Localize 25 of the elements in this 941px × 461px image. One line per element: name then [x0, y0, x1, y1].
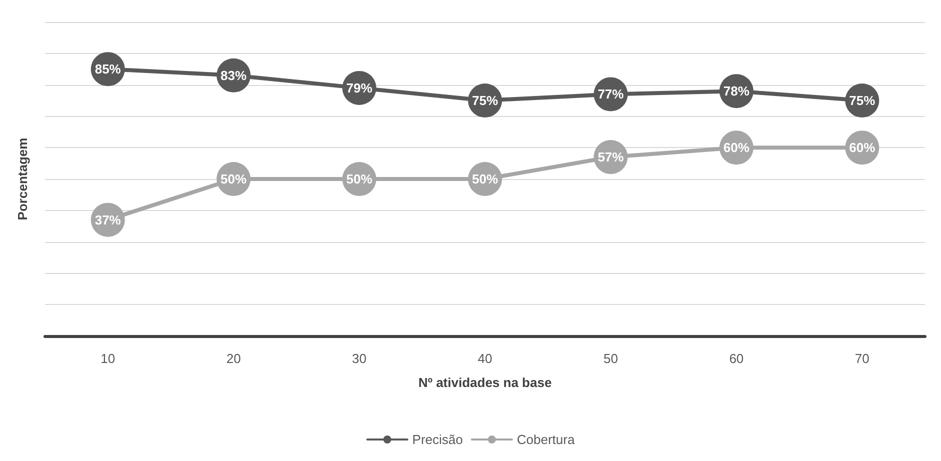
data-label: 57%: [598, 150, 624, 165]
x-tick-label: 70: [854, 351, 870, 366]
data-label: 83%: [220, 68, 248, 83]
data-label: 75%: [849, 93, 876, 108]
data-label: 85%: [94, 62, 122, 77]
x-tick-label: 30: [352, 351, 367, 366]
x-tick-label: 40: [478, 351, 492, 366]
data-label: 50%: [346, 172, 373, 186]
data-label: 75%: [472, 93, 498, 108]
data-label: 50%: [220, 172, 248, 186]
y-axis-title: Porcentagem: [15, 138, 30, 220]
x-tick-label: 60: [729, 351, 744, 366]
x-tick-label: 10: [100, 351, 116, 366]
x-tick-label: 20: [226, 351, 241, 366]
data-label: 50%: [472, 172, 498, 186]
data-label: 60%: [849, 140, 876, 156]
data-label: 37%: [94, 212, 122, 228]
data-label: 77%: [598, 86, 624, 102]
data-label: 60%: [723, 140, 750, 156]
x-axis-title: Nº atividades na base: [418, 375, 552, 390]
legend-label: Precisão: [412, 432, 463, 447]
data-label: 79%: [346, 80, 373, 96]
legend-label: Cobertura: [516, 432, 576, 447]
data-label: 78%: [723, 84, 750, 99]
x-tick-label: 50: [603, 351, 618, 366]
